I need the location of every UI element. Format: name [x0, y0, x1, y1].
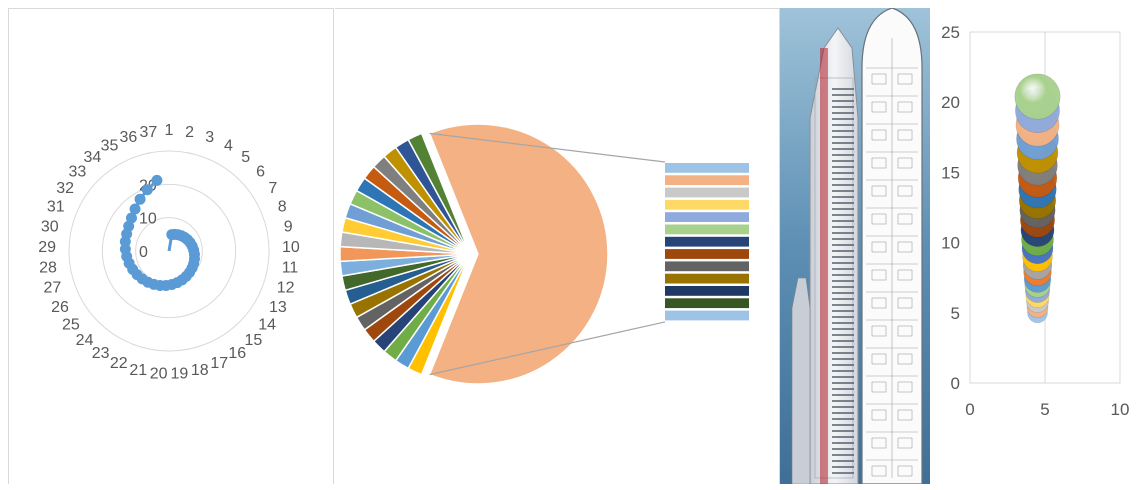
radar-category-label: 25	[62, 317, 80, 334]
radar-category-label: 7	[268, 180, 277, 197]
radar-category-label: 34	[83, 149, 101, 166]
radar-category-label: 2	[185, 124, 194, 141]
secondary-bar-segment	[665, 310, 749, 321]
pie-chart-panel	[335, 8, 780, 484]
radar-category-label: 19	[170, 366, 188, 383]
radar-data-point	[129, 203, 141, 215]
bubble-chart-panel: 0 5 10 15 20 25 0 5 10	[930, 8, 1136, 484]
radar-category-label: 26	[51, 299, 69, 316]
bubble-y-tick-label: 10	[941, 234, 960, 253]
radar-category-label: 20	[150, 366, 168, 383]
radar-category-label: 14	[258, 317, 276, 334]
radar-category-label: 30	[41, 218, 59, 235]
radar-category-label: 18	[191, 362, 209, 379]
pie-connector-line	[429, 132, 666, 163]
secondary-bar-segment	[665, 163, 749, 173]
radar-category-label: 17	[210, 355, 228, 372]
radar-category-label: 10	[282, 239, 300, 256]
secondary-bar-segment	[665, 199, 749, 210]
bubble-x-tick-label: 0	[965, 400, 974, 419]
radar-category-label: 33	[69, 163, 87, 180]
radar-category-label: 4	[224, 137, 233, 154]
radar-data-point	[141, 184, 153, 196]
radar-category-label: 28	[39, 259, 57, 276]
radar-category-label: 27	[43, 280, 61, 297]
radar-category-label: 32	[56, 180, 74, 197]
radar-category-label: 1	[165, 122, 174, 139]
bubble-y-tick-label: 5	[951, 304, 960, 323]
radar-category-label: 23	[92, 345, 110, 362]
radar-radial-tick-label: 0	[139, 244, 148, 261]
secondary-bar-segment	[665, 236, 749, 247]
secondary-bar-segment	[665, 187, 749, 198]
radar-category-label: 5	[241, 149, 250, 166]
radar-category-label: 36	[119, 129, 137, 146]
bubble-chart: 0 5 10 15 20 25 0 5 10	[941, 23, 1130, 419]
bubble-y-tick-label: 0	[951, 374, 960, 393]
bubble-x-tick-label: 5	[1040, 400, 1049, 419]
radar-data-point	[134, 193, 146, 205]
bubble-y-tick-label: 15	[941, 163, 960, 182]
radar-category-label: 24	[76, 332, 94, 349]
secondary-bar-segment	[665, 298, 749, 309]
radar-category-label: 21	[129, 362, 147, 379]
radar-category-label: 12	[277, 280, 295, 297]
radar-category-label: 11	[282, 259, 299, 276]
secondary-bar-segment	[665, 261, 749, 272]
radar-category-label: 16	[228, 345, 246, 362]
bubble-data-point	[1014, 73, 1061, 120]
bubble-y-tick-label: 25	[941, 23, 960, 42]
secondary-bar-segment	[665, 212, 749, 222]
radar-category-label: 31	[47, 199, 65, 216]
secondary-bar-segment	[665, 273, 749, 284]
radar-chart: 0102012345678910111213141516171819202122…	[38, 122, 300, 383]
radar-grid-circle	[68, 150, 270, 352]
radar-category-label: 9	[284, 218, 293, 235]
radar-category-label: 22	[110, 355, 128, 372]
radar-radial-tick-label: 10	[139, 211, 157, 228]
radar-category-label: 35	[101, 137, 119, 154]
radar-category-label: 3	[205, 129, 214, 146]
radar-grid-circle	[101, 183, 237, 319]
bubble-y-tick-label: 20	[941, 93, 960, 112]
secondary-bar-segment	[665, 175, 749, 186]
secondary-bar-segment	[665, 249, 749, 259]
radar-category-label: 15	[245, 332, 263, 349]
secondary-bar-segment	[665, 286, 749, 296]
radar-category-label: 6	[256, 163, 265, 180]
ship-illustration	[780, 8, 930, 484]
cruise-ship-deck-plan-image	[780, 8, 930, 484]
radar-category-label: 13	[269, 299, 287, 316]
radar-chart-panel: 0102012345678910111213141516171819202122…	[8, 8, 334, 484]
pie-main-slice	[428, 123, 609, 385]
radar-category-label: 8	[278, 199, 287, 216]
pie-connector-line	[429, 321, 666, 376]
secondary-bar-segment	[665, 224, 749, 235]
pie-slice	[407, 132, 471, 255]
radar-category-label: 29	[38, 239, 56, 256]
radar-category-label: 37	[139, 124, 157, 141]
radar-data-point	[151, 174, 163, 186]
bubble-x-tick-label: 10	[1111, 400, 1130, 419]
bar-of-pie-chart	[339, 123, 749, 385]
